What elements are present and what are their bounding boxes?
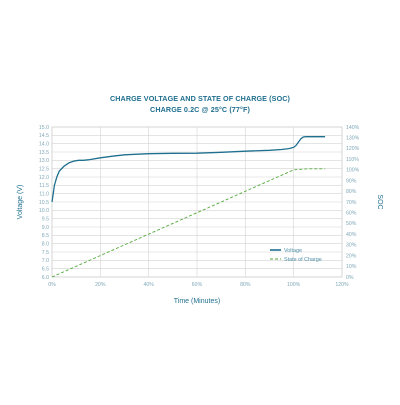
voltage-tick-label: 8.0 <box>42 241 49 247</box>
legend-soc-label: State of Charge <box>284 257 322 263</box>
voltage-tick-label: 15.0 <box>39 125 49 131</box>
y-right-axis-title: SOC <box>376 194 383 209</box>
voltage-tick-label: 10.5 <box>39 200 49 206</box>
legend: Voltage State of Charge <box>270 248 322 263</box>
soc-tick-label: 130% <box>346 136 360 142</box>
time-tick-label: 80% <box>240 282 251 288</box>
time-tick-labels: 0% 20% 40% 60% 80% 100% 120% <box>48 282 349 288</box>
voltage-tick-label: 12.5 <box>39 166 49 172</box>
soc-tick-label: 10% <box>346 264 357 270</box>
voltage-tick-labels: 6.0 6.5 7.0 7.5 8.0 8.5 9.0 9.5 10.0 10.5 11.0 11.5… <box>39 125 49 281</box>
time-tick-label: 20% <box>95 282 106 288</box>
soc-tick-label: 80% <box>346 189 357 195</box>
soc-tick-label: 60% <box>346 211 357 217</box>
soc-tick-label: 0% <box>346 275 354 281</box>
soc-tick-label: 120% <box>346 146 360 152</box>
voltage-tick-label: 11.0 <box>39 191 49 197</box>
x-axis-title: Time (Minutes) <box>174 298 220 305</box>
chart-title: CHARGE VOLTAGE AND STATE OF CHARGE (SOC) <box>110 94 291 103</box>
soc-tick-label: 110% <box>346 157 359 163</box>
voltage-tick-label: 10.0 <box>39 208 49 214</box>
time-tick-label: 120% <box>335 282 349 288</box>
time-tick-label: 0% <box>48 282 56 288</box>
grid-lines <box>51 126 343 278</box>
soc-tick-label: 140% <box>346 125 360 131</box>
y-left-axis-title: Voltage (V) <box>17 185 24 220</box>
soc-tick-label: 20% <box>346 253 357 259</box>
voltage-tick-label: 13.5 <box>39 150 49 156</box>
voltage-tick-label: 14.0 <box>39 141 49 147</box>
chart-subtitle: CHARGE 0.2C @ 25°C (77°F) <box>150 105 250 114</box>
soc-tick-label: 30% <box>346 243 357 249</box>
voltage-tick-label: 7.0 <box>42 258 49 264</box>
voltage-tick-label: 14.5 <box>39 133 49 139</box>
soc-tick-label: 100% <box>346 168 360 174</box>
soc-tick-label: 50% <box>346 221 357 227</box>
time-tick-label: 60% <box>192 282 203 288</box>
soc-tick-label: 70% <box>346 200 357 206</box>
soc-tick-labels: 0% 10% 20% 30% 40% 50% 60% 70% 80% 90% 100% 110% 120… <box>346 125 360 281</box>
voltage-tick-label: 6.5 <box>42 266 49 272</box>
voltage-tick-label: 8.5 <box>42 233 49 239</box>
voltage-tick-label: 7.5 <box>42 250 49 256</box>
voltage-tick-label: 9.0 <box>42 225 49 231</box>
soc-series-line <box>51 168 326 278</box>
legend-voltage-label: Voltage <box>284 248 302 254</box>
voltage-tick-label: 12.0 <box>39 175 49 181</box>
voltage-tick-label: 13.0 <box>39 158 49 164</box>
voltage-tick-label: 9.5 <box>42 216 49 222</box>
soc-tick-label: 40% <box>346 232 357 238</box>
time-tick-label: 100% <box>287 282 301 288</box>
time-tick-label: 40% <box>143 282 154 288</box>
voltage-tick-label: 11.5 <box>39 183 49 189</box>
voltage-tick-label: 6.0 <box>42 275 49 281</box>
soc-tick-label: 90% <box>346 178 357 184</box>
voltage-series-line <box>51 136 326 203</box>
